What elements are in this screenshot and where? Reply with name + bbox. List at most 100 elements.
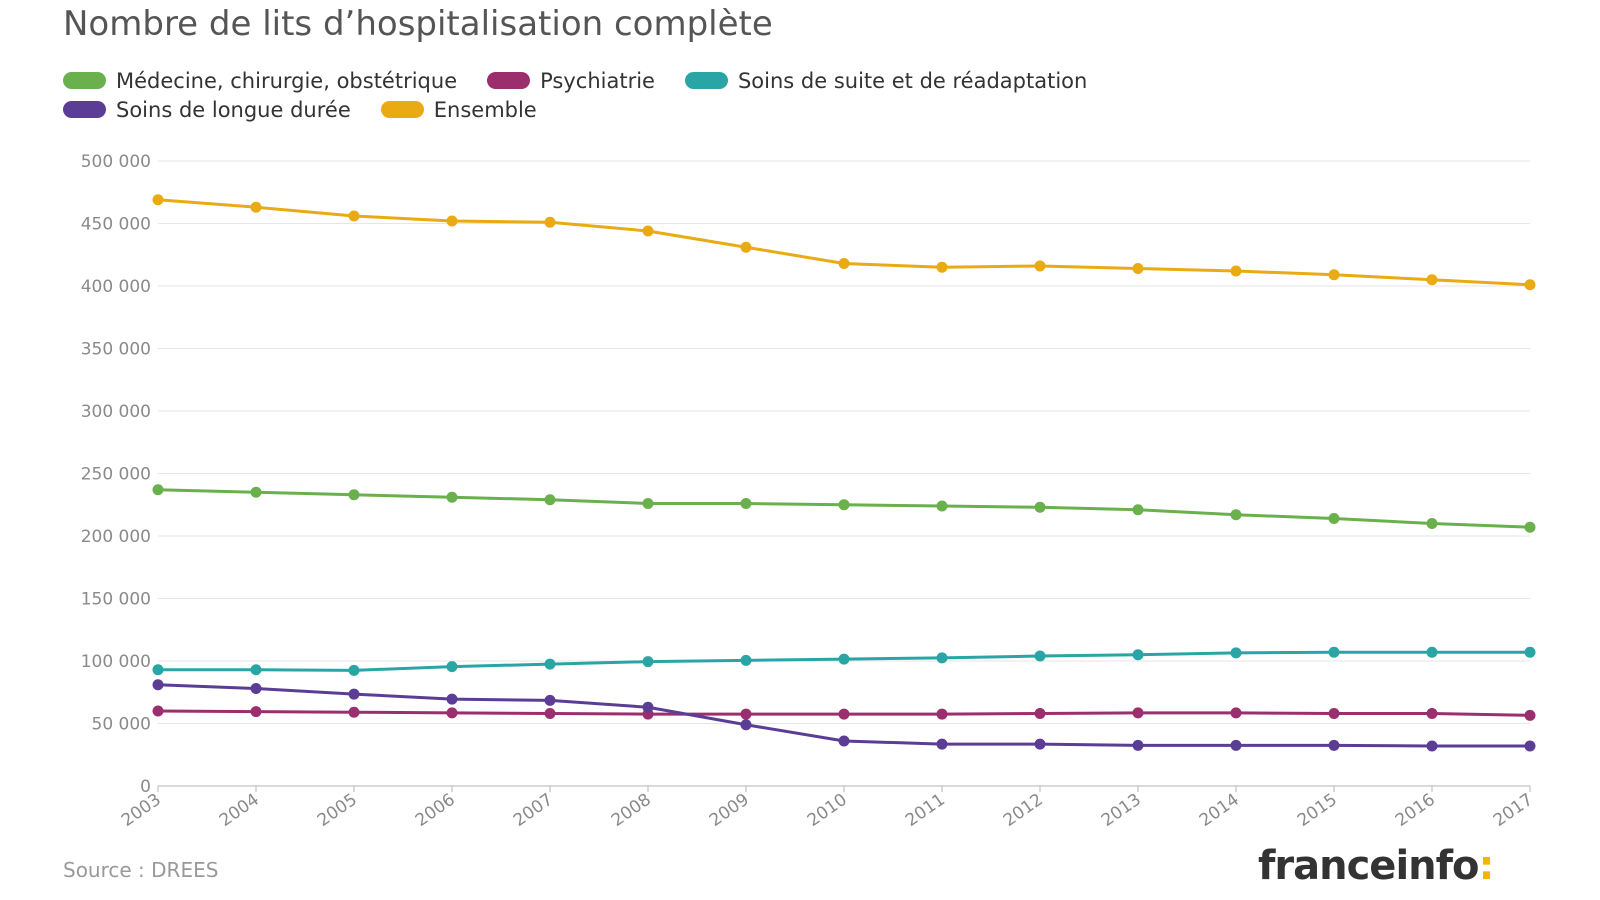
y-tick-label: 350 000 bbox=[81, 340, 151, 360]
data-point[interactable] bbox=[642, 701, 654, 713]
data-point[interactable] bbox=[740, 498, 752, 509]
data-point[interactable] bbox=[838, 653, 850, 665]
data-point[interactable] bbox=[1524, 646, 1536, 658]
data-point[interactable] bbox=[1230, 647, 1242, 659]
data-point[interactable] bbox=[348, 210, 360, 222]
data-point[interactable] bbox=[1034, 501, 1046, 513]
data-point[interactable] bbox=[1132, 739, 1144, 751]
data-point[interactable] bbox=[152, 679, 164, 691]
data-point[interactable] bbox=[1524, 709, 1536, 721]
data-point[interactable] bbox=[740, 719, 752, 731]
data-point[interactable] bbox=[1328, 269, 1340, 281]
legend-swatch-psychiatrie bbox=[487, 72, 531, 89]
data-point[interactable] bbox=[740, 654, 752, 666]
data-point[interactable] bbox=[152, 484, 164, 496]
data-point[interactable] bbox=[1426, 518, 1438, 529]
data-point[interactable] bbox=[1034, 738, 1046, 750]
data-point[interactable] bbox=[740, 241, 752, 253]
data-point[interactable] bbox=[250, 664, 262, 676]
data-point[interactable] bbox=[1328, 646, 1340, 658]
x-tick-label: 2016 bbox=[1392, 790, 1439, 831]
data-point[interactable] bbox=[446, 661, 458, 673]
x-tick-label: 2013 bbox=[1098, 790, 1145, 831]
data-point[interactable] bbox=[838, 708, 850, 720]
data-point[interactable] bbox=[838, 735, 850, 747]
data-point[interactable] bbox=[1230, 265, 1242, 277]
data-point[interactable] bbox=[1524, 740, 1536, 752]
data-point[interactable] bbox=[446, 215, 458, 227]
x-tick-label: 2006 bbox=[412, 790, 459, 831]
data-point[interactable] bbox=[348, 706, 360, 718]
data-point[interactable] bbox=[1426, 708, 1438, 719]
x-tick-label: 2012 bbox=[1000, 790, 1047, 831]
data-point[interactable] bbox=[446, 707, 458, 719]
y-tick-label: 250 000 bbox=[81, 465, 151, 485]
data-point[interactable] bbox=[1230, 739, 1242, 751]
data-point[interactable] bbox=[936, 261, 948, 273]
data-point[interactable] bbox=[1230, 509, 1242, 521]
data-point[interactable] bbox=[642, 225, 654, 237]
data-point[interactable] bbox=[642, 656, 654, 668]
data-point[interactable] bbox=[250, 706, 262, 718]
data-point[interactable] bbox=[544, 694, 556, 706]
data-point[interactable] bbox=[1132, 263, 1144, 274]
data-point[interactable] bbox=[544, 658, 556, 670]
data-point[interactable] bbox=[740, 708, 752, 720]
logo-colon: : bbox=[1478, 843, 1495, 889]
data-point[interactable] bbox=[1132, 504, 1144, 516]
x-tick-label: 2017 bbox=[1490, 790, 1537, 831]
x-tick-label: 2004 bbox=[216, 790, 263, 831]
data-point[interactable] bbox=[348, 489, 360, 501]
data-point[interactable] bbox=[1034, 708, 1046, 719]
data-point[interactable] bbox=[642, 498, 654, 509]
chart-title: Nombre de lits d’hospitalisation complèt… bbox=[63, 4, 773, 44]
data-point[interactable] bbox=[1524, 521, 1536, 533]
data-point[interactable] bbox=[838, 499, 850, 511]
legend-row-2: Soins de longue durée Ensemble bbox=[63, 95, 1363, 124]
data-point[interactable] bbox=[1524, 279, 1536, 291]
x-tick-label: 2009 bbox=[706, 790, 753, 831]
data-point[interactable] bbox=[1034, 650, 1046, 662]
legend-item-psychiatrie[interactable]: Psychiatrie bbox=[487, 69, 655, 93]
legend-item-mco[interactable]: Médecine, chirurgie, obstétrique bbox=[63, 69, 457, 93]
data-point[interactable] bbox=[936, 652, 948, 664]
data-point[interactable] bbox=[446, 693, 458, 705]
legend-label-sld: Soins de longue durée bbox=[116, 97, 351, 122]
x-tick-label: 2008 bbox=[608, 790, 655, 831]
data-point[interactable] bbox=[936, 708, 948, 720]
data-point[interactable] bbox=[544, 708, 556, 719]
data-point[interactable] bbox=[1034, 260, 1046, 272]
data-point[interactable] bbox=[250, 201, 262, 213]
data-point[interactable] bbox=[348, 688, 360, 700]
legend-item-ensemble[interactable]: Ensemble bbox=[380, 98, 537, 122]
data-point[interactable] bbox=[1426, 274, 1438, 286]
data-point[interactable] bbox=[544, 494, 556, 506]
logo-text: franceinfo bbox=[1258, 843, 1480, 889]
data-point[interactable] bbox=[152, 705, 164, 717]
data-point[interactable] bbox=[936, 738, 948, 750]
data-point[interactable] bbox=[936, 500, 948, 512]
y-tick-label: 400 000 bbox=[81, 277, 151, 297]
data-point[interactable] bbox=[152, 194, 164, 206]
data-point[interactable] bbox=[1426, 646, 1438, 658]
data-point[interactable] bbox=[152, 664, 164, 676]
x-tick-label: 2014 bbox=[1196, 790, 1243, 831]
data-point[interactable] bbox=[348, 664, 360, 676]
data-point[interactable] bbox=[446, 491, 458, 503]
series-0 bbox=[152, 484, 1536, 533]
data-point[interactable] bbox=[1328, 739, 1340, 751]
legend-item-ssr[interactable]: Soins de suite et de réadaptation bbox=[684, 69, 1087, 93]
data-point[interactable] bbox=[1132, 649, 1144, 661]
data-point[interactable] bbox=[1426, 740, 1438, 752]
data-point[interactable] bbox=[250, 486, 262, 498]
data-point[interactable] bbox=[1328, 708, 1340, 719]
data-point[interactable] bbox=[544, 216, 556, 228]
x-tick-label: 2015 bbox=[1294, 790, 1341, 831]
data-point[interactable] bbox=[1132, 707, 1144, 719]
legend-item-sld[interactable]: Soins de longue durée bbox=[63, 98, 351, 122]
data-point[interactable] bbox=[838, 258, 850, 269]
data-point[interactable] bbox=[1230, 707, 1242, 719]
data-point[interactable] bbox=[1328, 513, 1340, 524]
data-point[interactable] bbox=[250, 683, 262, 694]
